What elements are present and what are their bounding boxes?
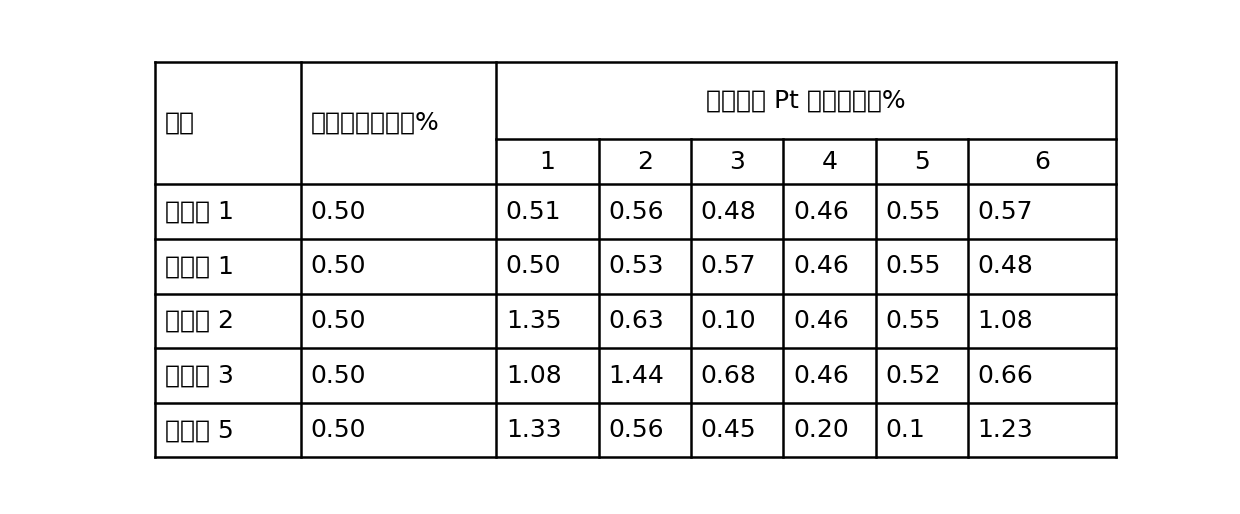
Text: 1.08: 1.08 [506,363,562,388]
Text: 3: 3 [729,150,745,174]
Text: 0.56: 0.56 [609,418,665,442]
Text: 0.46: 0.46 [794,309,849,333]
Text: 0.50: 0.50 [311,199,366,224]
Text: 0.50: 0.50 [506,254,562,278]
Text: 对比例 3: 对比例 3 [165,363,233,388]
Text: 0.57: 0.57 [977,199,1033,224]
Text: 0.56: 0.56 [609,199,665,224]
Text: 原料配比，重量%: 原料配比，重量% [311,111,439,135]
Text: 6: 6 [1034,150,1050,174]
Text: 0.57: 0.57 [701,254,756,278]
Text: 各测试点 Pt 含量，重量%: 各测试点 Pt 含量，重量% [707,88,906,112]
Text: 5: 5 [914,150,930,174]
Text: 实施例 1: 实施例 1 [165,199,233,224]
Text: 1: 1 [539,150,556,174]
Text: 2: 2 [637,150,653,174]
Text: 编号: 编号 [165,111,195,135]
Text: 0.20: 0.20 [794,418,849,442]
Text: 0.45: 0.45 [701,418,756,442]
Text: 0.46: 0.46 [794,254,849,278]
Text: 0.68: 0.68 [701,363,756,388]
Text: 1.35: 1.35 [506,309,562,333]
Text: 0.50: 0.50 [311,418,366,442]
Text: 0.50: 0.50 [311,363,366,388]
Text: 0.53: 0.53 [609,254,665,278]
Text: 0.55: 0.55 [885,309,941,333]
Text: 0.46: 0.46 [794,363,849,388]
Text: 0.55: 0.55 [885,199,941,224]
Text: 0.1: 0.1 [885,418,925,442]
Text: 1.33: 1.33 [506,418,562,442]
Text: 0.52: 0.52 [885,363,941,388]
Text: 1.08: 1.08 [977,309,1033,333]
Text: 对比例 1: 对比例 1 [165,254,233,278]
Text: 0.10: 0.10 [701,309,756,333]
Text: 0.51: 0.51 [506,199,562,224]
Text: 0.50: 0.50 [311,309,366,333]
Text: 0.46: 0.46 [794,199,849,224]
Text: 0.55: 0.55 [885,254,941,278]
Text: 对比例 2: 对比例 2 [165,309,233,333]
Text: 4: 4 [822,150,838,174]
Text: 0.48: 0.48 [701,199,756,224]
Text: 0.50: 0.50 [311,254,366,278]
Text: 0.66: 0.66 [977,363,1033,388]
Text: 对比例 5: 对比例 5 [165,418,233,442]
Text: 1.23: 1.23 [977,418,1033,442]
Text: 0.63: 0.63 [609,309,665,333]
Text: 0.48: 0.48 [977,254,1033,278]
Text: 1.44: 1.44 [609,363,665,388]
